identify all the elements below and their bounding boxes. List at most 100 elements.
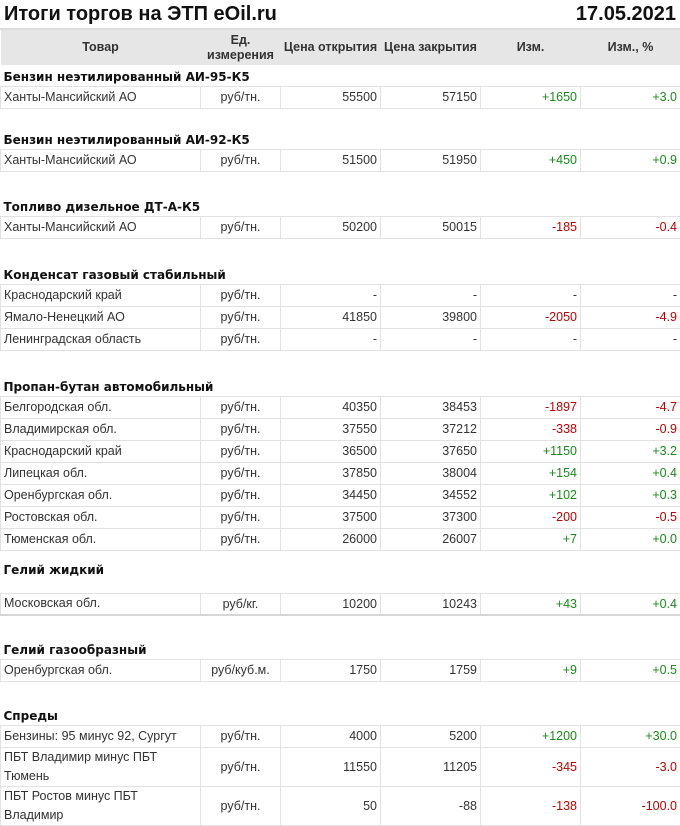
- cell-change: -: [481, 284, 581, 306]
- section-header: Топливо дизельное ДТ-А-К5: [1, 196, 680, 216]
- cell-product: Ханты-Мансийский АО: [1, 86, 201, 108]
- spacer: [1, 615, 680, 636]
- cell-close: 38004: [381, 462, 481, 484]
- cell-product: ПБТ Владимир минус ПБТ Тюмень: [1, 747, 201, 786]
- cell-change-pct: +0.4: [581, 593, 680, 615]
- cell-change-pct: +3.0: [581, 86, 680, 108]
- cell-close: -88: [381, 786, 481, 825]
- cell-close: 37650: [381, 440, 481, 462]
- cell-open: -: [281, 284, 381, 306]
- cell-change-pct: -100.0: [581, 786, 680, 825]
- cell-change-pct: +0.0: [581, 528, 680, 550]
- cell-product: Ямало-Ненецкий АО: [1, 306, 201, 328]
- cell-close: 39800: [381, 306, 481, 328]
- cell-unit: руб/тн.: [201, 462, 281, 484]
- section-title: Гелий газообразный: [1, 636, 680, 659]
- section-title: Бензин неэтилированный АИ-95-К5: [1, 66, 680, 86]
- title-bar: Итоги торгов на ЭТП eOil.ru 17.05.2021: [0, 0, 680, 30]
- cell-open: 37500: [281, 506, 381, 528]
- spacer: [1, 108, 680, 129]
- cell-close: 57150: [381, 86, 481, 108]
- cell-open: 10200: [281, 593, 381, 615]
- cell-open: 41850: [281, 306, 381, 328]
- cell-change: -1897: [481, 396, 581, 418]
- section-header: Конденсат газовый стабильный: [1, 262, 680, 284]
- col-header-close-price: Цена закрытия: [381, 30, 481, 66]
- cell-change: +450: [481, 149, 581, 171]
- cell-open: -: [281, 328, 381, 350]
- cell-open: 50200: [281, 216, 381, 238]
- cell-close: 37212: [381, 418, 481, 440]
- cell-product: Белгородская обл.: [1, 396, 201, 418]
- col-header-unit: Ед. измерения: [201, 30, 281, 66]
- cell-product: Оренбургская обл.: [1, 484, 201, 506]
- cell-product: ПБТ Ростов минус ПБТ Владимир: [1, 786, 201, 825]
- cell-change: -2050: [481, 306, 581, 328]
- cell-close: 1759: [381, 659, 481, 681]
- cell-unit: руб/тн.: [201, 396, 281, 418]
- cell-change-pct: +30.0: [581, 725, 680, 747]
- cell-open: 4000: [281, 725, 381, 747]
- spacer: [1, 350, 680, 374]
- section-title: Пропан-бутан автомобильный: [1, 374, 680, 396]
- cell-product: Бензины: 95 минус 92, Сургут: [1, 725, 201, 747]
- cell-change-pct: +0.3: [581, 484, 680, 506]
- section-header: Спреды: [1, 702, 680, 725]
- cell-change-pct: -: [581, 284, 680, 306]
- cell-change: -345: [481, 747, 581, 786]
- cell-unit: руб/тн.: [201, 484, 281, 506]
- cell-product: Ханты-Мансийский АО: [1, 149, 201, 171]
- cell-product: Ростовская обл.: [1, 506, 201, 528]
- cell-change: -200: [481, 506, 581, 528]
- section-header: Пропан-бутан автомобильный: [1, 374, 680, 396]
- cell-close: 37300: [381, 506, 481, 528]
- cell-change-pct: -0.5: [581, 506, 680, 528]
- cell-unit: руб/куб.м.: [201, 659, 281, 681]
- spacer: [1, 579, 680, 593]
- cell-open: 1750: [281, 659, 381, 681]
- col-header-open-price: Цена открытия: [281, 30, 381, 66]
- cell-product: Владимирская обл.: [1, 418, 201, 440]
- cell-change-pct: +0.5: [581, 659, 680, 681]
- section-title: Бензин неэтилированный АИ-92-К5: [1, 129, 680, 149]
- cell-product: Липецкая обл.: [1, 462, 201, 484]
- cell-product: Краснодарский край: [1, 284, 201, 306]
- cell-change: +102: [481, 484, 581, 506]
- cell-product: Тюменская обл.: [1, 528, 201, 550]
- cell-unit: руб/тн.: [201, 747, 281, 786]
- cell-product: Ханты-Мансийский АО: [1, 216, 201, 238]
- cell-change-pct: +0.4: [581, 462, 680, 484]
- section-title: Конденсат газовый стабильный: [1, 262, 680, 284]
- cell-close: 50015: [381, 216, 481, 238]
- report-date: 17.05.2021: [576, 3, 676, 26]
- cell-change: -138: [481, 786, 581, 825]
- cell-change-pct: -3.0: [581, 747, 680, 786]
- cell-change-pct: -4.9: [581, 306, 680, 328]
- cell-close: 10243: [381, 593, 481, 615]
- cell-product: Московская обл.: [1, 593, 201, 615]
- cell-open: 26000: [281, 528, 381, 550]
- cell-change-pct: -0.9: [581, 418, 680, 440]
- cell-change-pct: +0.9: [581, 149, 680, 171]
- cell-open: 37550: [281, 418, 381, 440]
- cell-open: 55500: [281, 86, 381, 108]
- cell-unit: руб/тн.: [201, 440, 281, 462]
- section-header: Бензин неэтилированный АИ-95-К5: [1, 66, 680, 86]
- cell-product: Оренбургская обл.: [1, 659, 201, 681]
- table-header: Товар Ед. измерения Цена открытия Цена з…: [1, 30, 680, 66]
- section-header: Гелий жидкий: [1, 550, 680, 579]
- cell-open: 36500: [281, 440, 381, 462]
- cell-close: -: [381, 284, 481, 306]
- cell-unit: руб/тн.: [201, 418, 281, 440]
- spacer: [1, 681, 680, 702]
- cell-close: 5200: [381, 725, 481, 747]
- cell-close: 11205: [381, 747, 481, 786]
- cell-change: -185: [481, 216, 581, 238]
